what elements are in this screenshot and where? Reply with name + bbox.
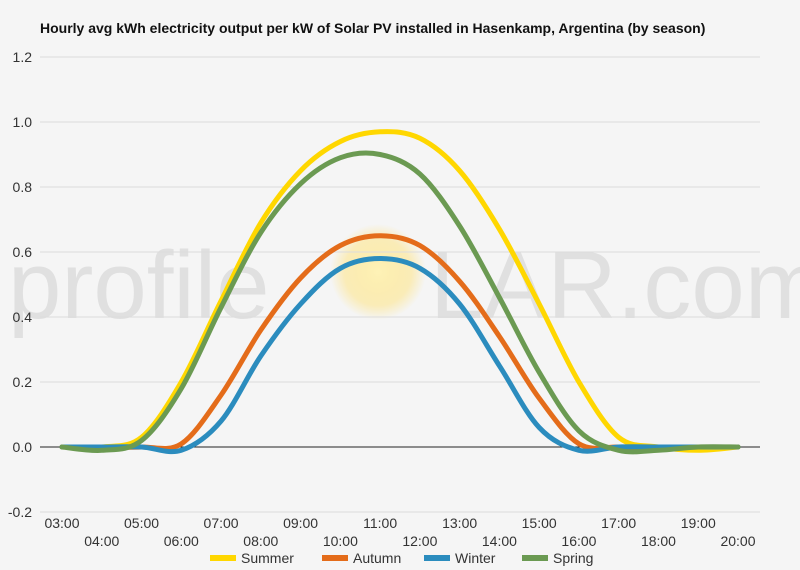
series-line-winter xyxy=(59,256,741,455)
x-tick-label: 20:00 xyxy=(720,533,755,549)
y-axis-ticks: -0.2 0.0 0.2 0.4 0.6 0.8 1.0 1.2 xyxy=(8,49,32,520)
x-tick-label: 03:00 xyxy=(44,515,79,531)
x-tick-label: 16:00 xyxy=(561,533,596,549)
x-tick-label: 10:00 xyxy=(323,533,358,549)
legend-swatch-winter xyxy=(424,555,450,561)
x-tick-label: 18:00 xyxy=(641,533,676,549)
x-tick-label: 14:00 xyxy=(482,533,517,549)
y-tick-label: 0.0 xyxy=(13,439,33,455)
x-tick-label: 13:00 xyxy=(442,515,477,531)
y-tick-label: 0.4 xyxy=(13,309,33,325)
y-tick-label: 1.2 xyxy=(13,49,33,65)
x-tick-label: 19:00 xyxy=(681,515,716,531)
y-tick-label: 1.0 xyxy=(13,114,33,130)
x-tick-label: 09:00 xyxy=(283,515,318,531)
series-line-spring xyxy=(59,150,741,455)
y-tick-label: 0.6 xyxy=(13,244,33,260)
x-tick-label: 04:00 xyxy=(84,533,119,549)
x-tick-label: 11:00 xyxy=(363,515,397,531)
y-tick-label: -0.2 xyxy=(8,504,32,520)
y-tick-label: 0.2 xyxy=(13,374,33,390)
gridlines xyxy=(40,56,760,513)
x-tick-label: 06:00 xyxy=(164,533,199,549)
chart-title: Hourly avg kWh electricity output per kW… xyxy=(40,20,705,36)
legend-label-winter: Winter xyxy=(455,550,496,566)
x-tick-label: 08:00 xyxy=(243,533,278,549)
x-tick-label: 17:00 xyxy=(601,515,636,531)
watermark-right: LAR.com xyxy=(430,232,800,339)
legend-swatch-autumn xyxy=(322,555,348,561)
legend-label-spring: Spring xyxy=(553,550,593,566)
watermark-sun xyxy=(330,224,426,320)
x-tick-label: 05:00 xyxy=(124,515,159,531)
legend-swatch-spring xyxy=(522,555,548,561)
x-tick-label: 12:00 xyxy=(402,533,437,549)
y-tick-label: 0.8 xyxy=(13,179,33,195)
legend-label-summer: Summer xyxy=(241,550,294,566)
legend: Summer Autumn Winter Spring xyxy=(210,550,593,566)
legend-label-autumn: Autumn xyxy=(353,550,401,566)
x-tick-label: 15:00 xyxy=(522,515,557,531)
legend-swatch-summer xyxy=(210,555,236,561)
series-lines xyxy=(59,129,741,455)
series-line-summer xyxy=(59,129,741,453)
x-tick-label: 07:00 xyxy=(204,515,239,531)
